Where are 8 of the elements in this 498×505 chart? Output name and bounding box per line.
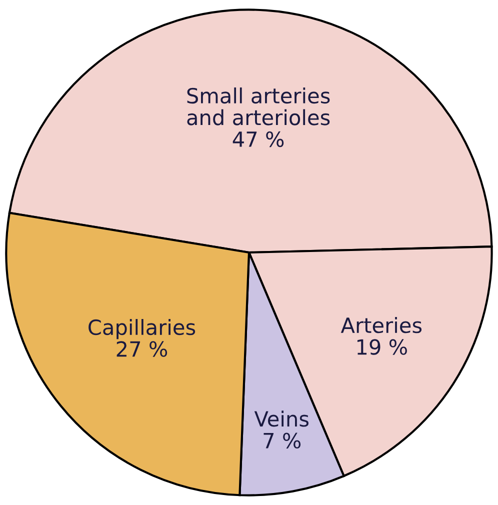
slice-label: Capillaries	[88, 319, 196, 340]
slice-label: Small arteries and arterioles	[187, 87, 330, 126]
data-label: 47 %	[232, 131, 284, 148]
data-label: 27 %	[116, 341, 168, 357]
data-label: 7 %	[264, 432, 301, 449]
slice-label: Arteries	[340, 317, 422, 334]
data-label: 19 %	[357, 339, 407, 355]
slice-label: Veins	[254, 410, 309, 427]
